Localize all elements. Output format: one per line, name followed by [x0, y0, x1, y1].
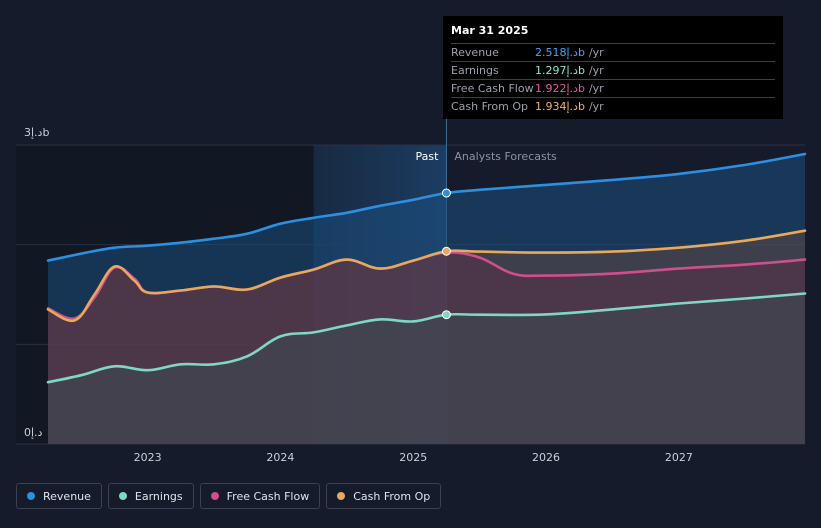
legend-item-free-cash-flow[interactable]: Free Cash Flow — [199, 483, 321, 509]
tooltip-value: 1.934د.إb — [535, 100, 585, 113]
tooltip-row-cash-from-op: Cash From Op 1.934د.إb /yr — [451, 97, 775, 115]
point-cash-from-op — [441, 246, 451, 256]
legend-dot — [210, 492, 219, 500]
tooltip-label: Free Cash Flow — [451, 82, 534, 95]
legend-dot — [118, 492, 127, 500]
tooltip-date: Mar 31 2025 — [451, 24, 529, 37]
tooltip-unit: /yr — [588, 64, 604, 77]
x-tick-label: 2025 — [399, 451, 427, 464]
x-tick-label: 2023 — [134, 451, 162, 464]
forecast-label: Analysts Forecasts — [454, 150, 557, 163]
tooltip-unit: /yr — [588, 100, 604, 113]
y-tick-label: 3د.إb — [24, 126, 49, 139]
tooltip-label: Cash From Op — [451, 100, 529, 113]
x-tick-label: 2026 — [532, 451, 560, 464]
y-tick-label: 0د.إ — [24, 426, 43, 439]
tooltip-row-free-cash-flow: Free Cash Flow 1.922د.إb /yr — [451, 79, 775, 97]
line-cash-from-op — [46, 229, 807, 323]
x-tick-label: 2024 — [266, 451, 294, 464]
legend-item-cash-from-op[interactable]: Cash From Op — [326, 483, 442, 509]
legend-dot — [27, 492, 35, 500]
tooltip-value: 1.922د.إb — [535, 82, 585, 95]
legend-label: Revenue — [43, 489, 91, 503]
tooltip-row-earnings: Earnings 1.297د.إb /yr — [451, 61, 775, 79]
tooltip: Mar 31 2025 Revenue 2.518د.إb /yr Earnin… — [443, 16, 783, 119]
x-tick-label: 2027 — [665, 451, 693, 464]
legend-item-revenue[interactable]: Revenue — [16, 483, 102, 509]
tooltip-row-revenue: Revenue 2.518د.إb /yr — [451, 43, 775, 61]
point-earnings — [441, 310, 451, 320]
tooltip-unit: /yr — [588, 46, 604, 59]
legend-label: Cash From Op — [353, 489, 431, 503]
tooltip-value: 2.518د.إb — [535, 46, 585, 59]
line-revenue — [46, 152, 807, 262]
tooltip-label: Revenue — [451, 46, 499, 59]
legend-dot — [337, 492, 346, 500]
tooltip-value: 1.297د.إb — [535, 64, 585, 77]
line-earnings — [46, 292, 807, 384]
past-label: Past — [415, 150, 439, 163]
tooltip-label: Earnings — [451, 64, 499, 77]
tooltip-unit: /yr — [588, 82, 604, 95]
legend: Revenue Earnings Free Cash Flow Cash Fro… — [16, 483, 442, 511]
point-revenue — [441, 188, 451, 198]
legend-item-earnings[interactable]: Earnings — [107, 483, 194, 509]
legend-label: Earnings — [134, 489, 183, 503]
legend-label: Free Cash Flow — [226, 489, 310, 503]
area-earnings — [48, 293, 805, 444]
